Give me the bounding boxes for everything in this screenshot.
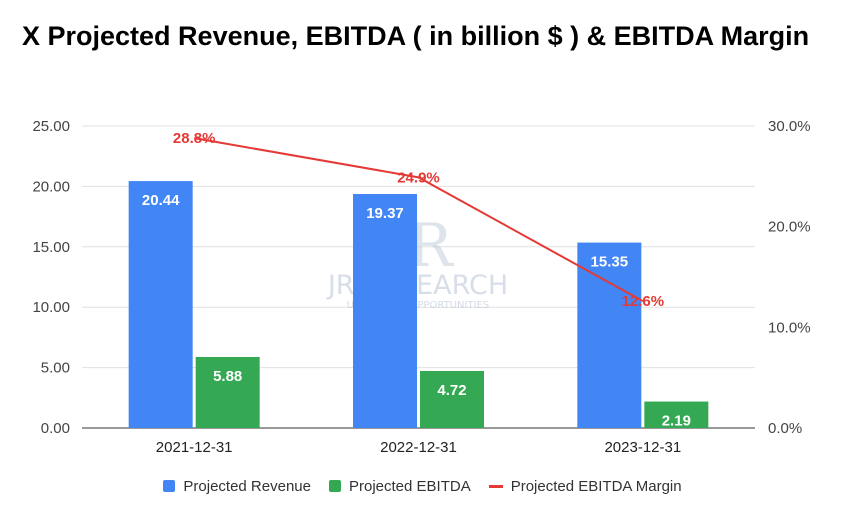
bar-label-revenue: 15.35	[591, 254, 629, 271]
left-tick-label: 15.00	[32, 239, 70, 256]
bar-label-revenue: 20.44	[142, 192, 180, 209]
legend-item-margin[interactable]: Projected EBITDA Margin	[488, 477, 682, 495]
bar-label-revenue: 19.37	[366, 205, 404, 222]
bar-revenue[interactable]	[353, 194, 417, 428]
bar-revenue[interactable]	[128, 181, 193, 428]
margin-point-label: 24.9%	[397, 169, 440, 186]
category-axis: 2021-12-31 2022-12-31 2023-12-31	[156, 439, 681, 456]
left-tick-label: 0.00	[41, 420, 70, 437]
right-tick-label: 10.0%	[768, 319, 811, 336]
right-axis: 0.0% 10.0% 20.0% 30.0%	[768, 118, 811, 437]
margin-line: 28.8% 24.9% 12.6%	[173, 130, 664, 310]
left-axis: 0.00 5.00 10.00 15.00 20.00 25.00	[32, 118, 70, 437]
chart-title: X Projected Revenue, EBITDA ( in billion…	[22, 21, 810, 51]
left-tick-label: 10.00	[32, 299, 70, 316]
bar-ebitda[interactable]	[420, 370, 484, 428]
bar-label-ebitda: 4.72	[437, 382, 466, 399]
left-tick-label: 25.00	[32, 118, 70, 135]
bar-revenue[interactable]	[577, 242, 642, 428]
legend-item-revenue[interactable]: Projected Revenue	[163, 478, 311, 495]
gridlines	[82, 125, 755, 429]
margin-point-label: 12.6%	[622, 293, 665, 310]
bar-ebitda[interactable]	[644, 401, 709, 428]
bar-ebitda[interactable]	[195, 356, 260, 428]
right-tick-label: 20.0%	[768, 219, 811, 236]
bar-label-ebitda: 2.19	[662, 413, 691, 430]
legend-swatch-ebitda	[328, 480, 341, 492]
left-tick-label: 20.00	[32, 178, 70, 195]
bars: 20.44 5.88 19.37 4.72 15.35 2.19	[128, 181, 709, 430]
legend-swatch-margin	[488, 484, 503, 488]
legend-item-ebitda[interactable]: Projected EBITDA	[328, 477, 471, 495]
legend-label-revenue: Projected Revenue	[183, 477, 311, 495]
margin-point-label: 28.8%	[173, 130, 216, 147]
margin-line-path[interactable]	[193, 137, 644, 303]
category-label: 2022-12-31	[380, 439, 457, 456]
right-tick-label: 0.0%	[768, 420, 802, 437]
category-label: 2023-12-31	[604, 439, 681, 456]
legend-swatch-revenue	[163, 480, 176, 492]
left-tick-label: 5.00	[41, 360, 70, 377]
watermark-tagline: UNLOCKING OPPORTUNITIES	[347, 300, 489, 311]
legend: Projected Revenue Projected EBITDA Proje…	[0, 476, 845, 496]
bar-label-ebitda: 5.88	[213, 368, 242, 385]
legend-label-ebitda: Projected EBITDA	[348, 477, 471, 495]
legend-label-margin: Projected EBITDA Margin	[510, 477, 682, 495]
right-tick-label: 30.0%	[768, 118, 811, 135]
category-label: 2021-12-31	[156, 439, 233, 456]
